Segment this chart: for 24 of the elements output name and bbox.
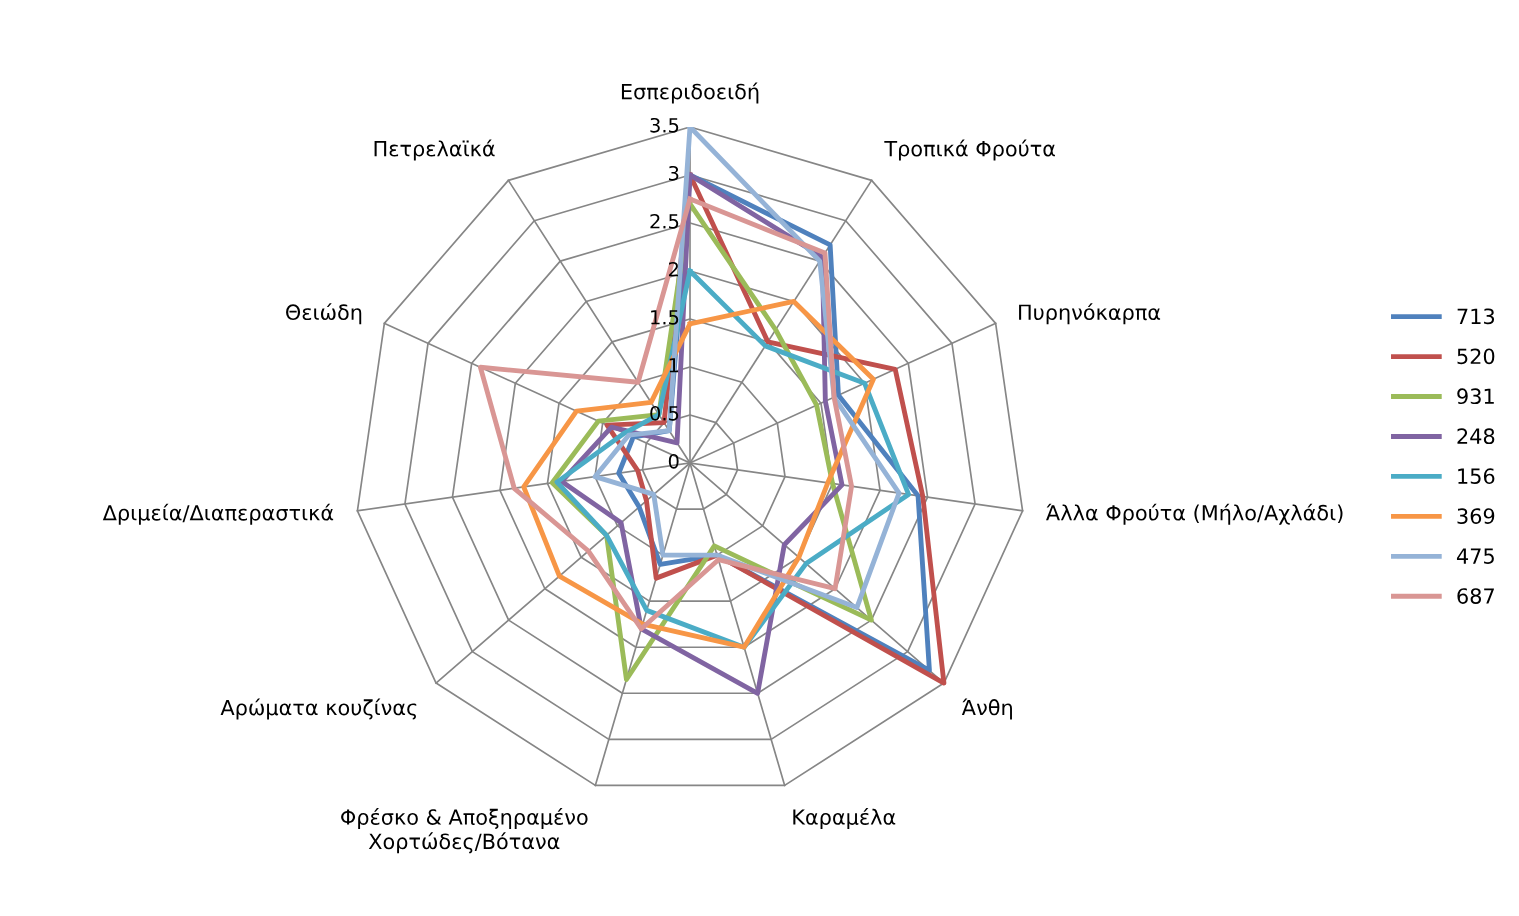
legend-label: 475 — [1456, 548, 1494, 564]
spoke-label: Φρέσκο & Αποξηραμένο Χορτώδες/Βότανα — [341, 807, 588, 854]
y-tick-label: 0 — [668, 453, 679, 469]
y-tick-label: 2 — [668, 261, 678, 277]
spoke-label: Τροπικά Φρούτα — [884, 139, 1055, 161]
spoke-label: Άνθη — [961, 698, 1012, 720]
y-tick-label: 3 — [669, 165, 679, 181]
spoke-label: Πετρελαϊκά — [374, 139, 495, 161]
spoke-label: Άλλα Φρούτα (Μήλο/Αχλάδι) — [1046, 503, 1343, 525]
spoke-label: Δριμεία/Διαπεραστικά — [102, 503, 334, 525]
legend-label: 369 — [1457, 508, 1495, 524]
legend-label: 248 — [1457, 428, 1495, 445]
y-tick-label: 2.5 — [650, 213, 679, 229]
y-tick-label: 3.5 — [650, 117, 679, 133]
spoke-label: Θειώδη — [286, 303, 362, 325]
legend-label: 156 — [1458, 468, 1495, 485]
spoke-label: Αρώματα κουζίνας — [220, 698, 417, 720]
legend-label: 713 — [1457, 308, 1495, 325]
legend-label: 520 — [1457, 348, 1495, 365]
spoke-label: Πυρηνόκαρπα — [1019, 303, 1161, 325]
spoke-label: Καραμέλα — [793, 807, 896, 829]
legend-label: 687 — [1457, 588, 1494, 604]
legend-label: 931 — [1457, 388, 1494, 405]
spoke-label: Εσπεριδοειδή — [621, 82, 759, 104]
